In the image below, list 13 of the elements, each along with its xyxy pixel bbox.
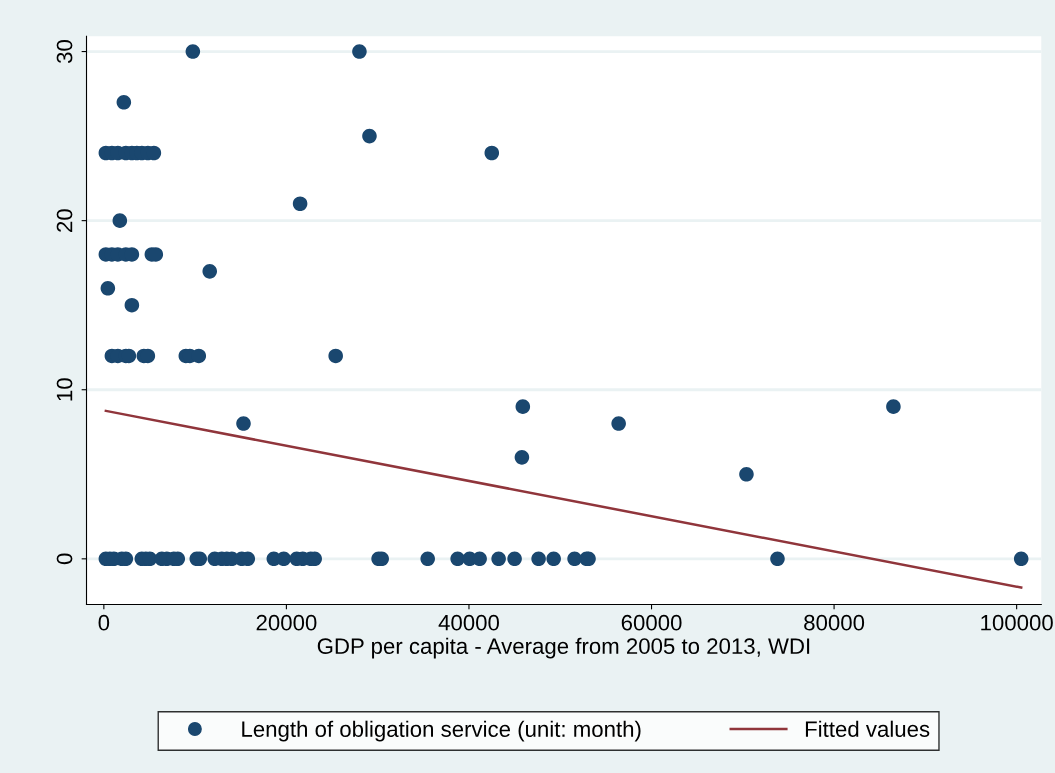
y-tick-label: 10	[56, 378, 73, 401]
y-tick-label: 0	[56, 553, 73, 565]
x-tick-label: 40000	[438, 614, 499, 631]
legend-label: Length of obligation service (unit: month)	[242, 720, 641, 742]
x-tick-label: 20000	[256, 614, 317, 631]
x-axis-title: GDP per capita - Average from 2005 to 2013, WDI	[317, 637, 810, 659]
y-tick-label: 20	[56, 209, 73, 232]
x-tick-label: 60000	[621, 614, 682, 631]
x-tick-label: 80000	[804, 614, 865, 631]
y-tick-label: 30	[56, 40, 73, 64]
legend-label: Fitted values	[805, 720, 930, 738]
x-tick-label: 100000	[981, 614, 1053, 631]
x-tick-label: 0	[98, 614, 110, 631]
